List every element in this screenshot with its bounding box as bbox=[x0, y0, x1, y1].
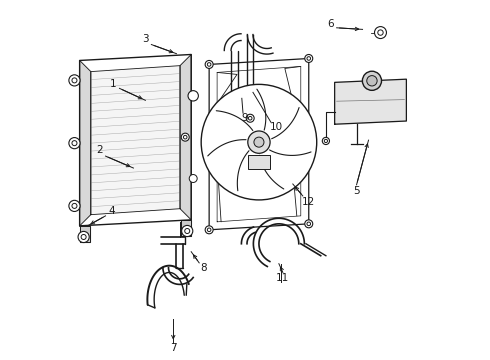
Bar bbox=[248, 155, 270, 169]
Circle shape bbox=[72, 141, 77, 146]
Circle shape bbox=[246, 114, 254, 122]
Circle shape bbox=[189, 175, 197, 183]
Text: 4: 4 bbox=[108, 206, 115, 216]
Polygon shape bbox=[181, 220, 191, 236]
Polygon shape bbox=[180, 54, 191, 220]
Circle shape bbox=[185, 229, 190, 234]
Circle shape bbox=[248, 116, 252, 120]
Circle shape bbox=[367, 76, 377, 86]
Text: 9: 9 bbox=[241, 113, 247, 123]
Text: 5: 5 bbox=[353, 186, 360, 196]
Circle shape bbox=[78, 231, 89, 243]
Polygon shape bbox=[91, 66, 180, 215]
Text: 2: 2 bbox=[96, 145, 103, 155]
Polygon shape bbox=[80, 226, 90, 242]
Text: 7: 7 bbox=[170, 343, 176, 353]
Circle shape bbox=[201, 84, 317, 200]
Circle shape bbox=[207, 228, 211, 231]
Circle shape bbox=[305, 54, 313, 62]
Circle shape bbox=[188, 91, 198, 101]
Circle shape bbox=[81, 234, 86, 239]
Polygon shape bbox=[335, 79, 406, 124]
Circle shape bbox=[307, 57, 311, 60]
Circle shape bbox=[305, 220, 313, 228]
Circle shape bbox=[248, 131, 270, 153]
Circle shape bbox=[72, 78, 77, 83]
Circle shape bbox=[322, 138, 329, 144]
Text: 3: 3 bbox=[142, 34, 148, 44]
Text: 10: 10 bbox=[270, 122, 283, 132]
Circle shape bbox=[183, 135, 187, 139]
Circle shape bbox=[254, 137, 264, 147]
Circle shape bbox=[307, 222, 311, 226]
Circle shape bbox=[374, 27, 387, 39]
Text: 12: 12 bbox=[301, 197, 315, 207]
Circle shape bbox=[69, 200, 80, 211]
Circle shape bbox=[324, 139, 327, 143]
Circle shape bbox=[182, 225, 193, 237]
Polygon shape bbox=[80, 54, 191, 226]
Text: 1: 1 bbox=[110, 79, 117, 89]
Text: 6: 6 bbox=[327, 19, 334, 29]
Text: 11: 11 bbox=[276, 273, 290, 283]
Circle shape bbox=[363, 71, 382, 90]
Circle shape bbox=[205, 60, 213, 68]
Polygon shape bbox=[80, 60, 91, 226]
Polygon shape bbox=[209, 58, 309, 230]
Circle shape bbox=[72, 203, 77, 208]
Circle shape bbox=[205, 226, 213, 234]
Circle shape bbox=[378, 30, 383, 35]
Circle shape bbox=[181, 133, 189, 141]
Text: 8: 8 bbox=[200, 263, 206, 273]
Circle shape bbox=[69, 138, 80, 149]
Circle shape bbox=[207, 63, 211, 66]
Circle shape bbox=[69, 75, 80, 86]
